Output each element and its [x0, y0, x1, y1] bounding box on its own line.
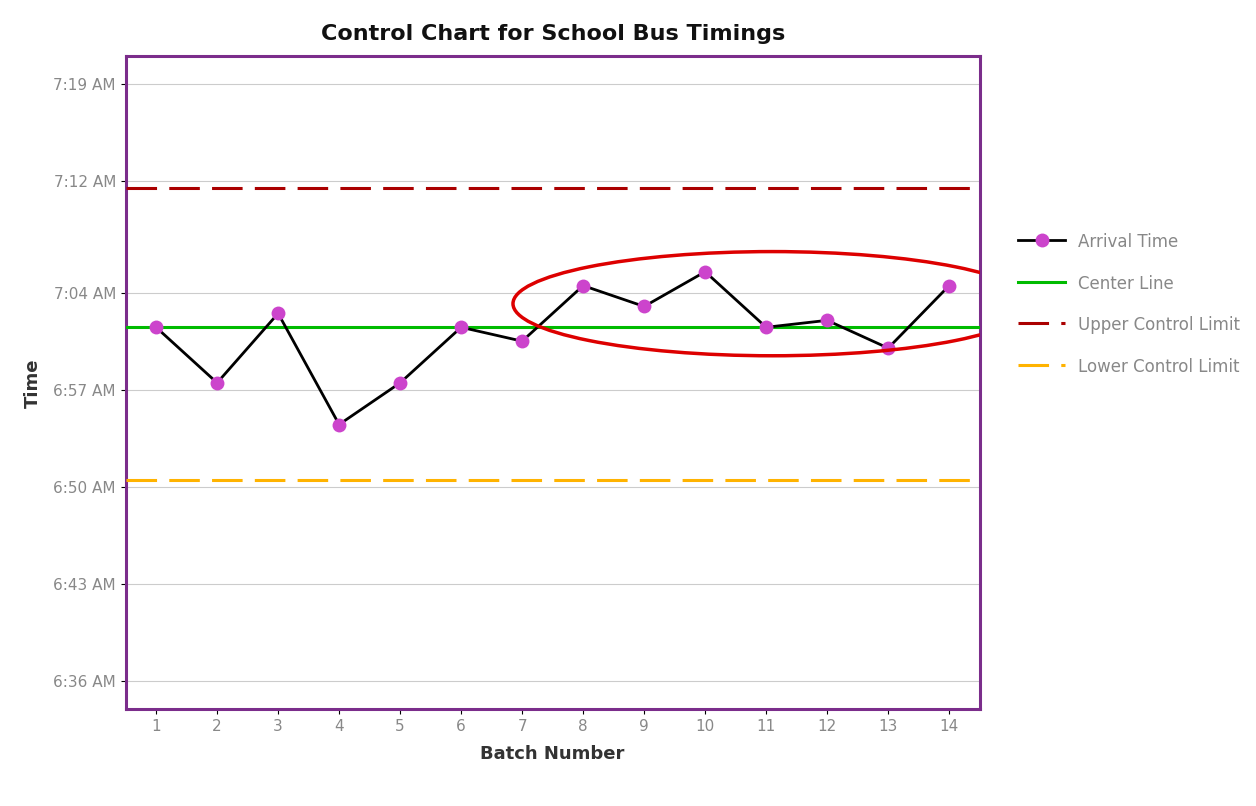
Arrival Time	[393, 378, 408, 388]
Lower Control Limit	[148, 476, 163, 485]
Arrival Time	[453, 322, 468, 332]
Upper Control Limit	[88, 184, 103, 193]
Upper Control Limit	[148, 184, 163, 193]
Arrival Time	[210, 378, 225, 388]
Arrival Time	[942, 280, 957, 290]
Arrival Time	[148, 322, 163, 332]
Legend: Arrival Time, Center Line, Upper Control Limit, Lower Control Limit: Arrival Time, Center Line, Upper Control…	[1005, 220, 1253, 389]
Arrival Time	[575, 280, 590, 290]
Arrival Time	[880, 343, 896, 353]
Title: Control Chart for School Bus Timings: Control Chart for School Bus Timings	[320, 23, 785, 44]
Center Line	[88, 322, 103, 332]
Y-axis label: Time: Time	[24, 358, 41, 408]
Arrival Time	[270, 309, 285, 318]
Arrival Time	[820, 315, 835, 325]
X-axis label: Batch Number: Batch Number	[481, 745, 624, 763]
Arrival Time	[759, 322, 774, 332]
Arrival Time	[637, 301, 652, 311]
Arrival Time	[332, 420, 347, 430]
Arrival Time	[697, 267, 712, 276]
Arrival Time	[515, 336, 530, 346]
Line: Arrival Time: Arrival Time	[149, 265, 956, 431]
Lower Control Limit	[88, 476, 103, 485]
Center Line	[148, 322, 163, 332]
